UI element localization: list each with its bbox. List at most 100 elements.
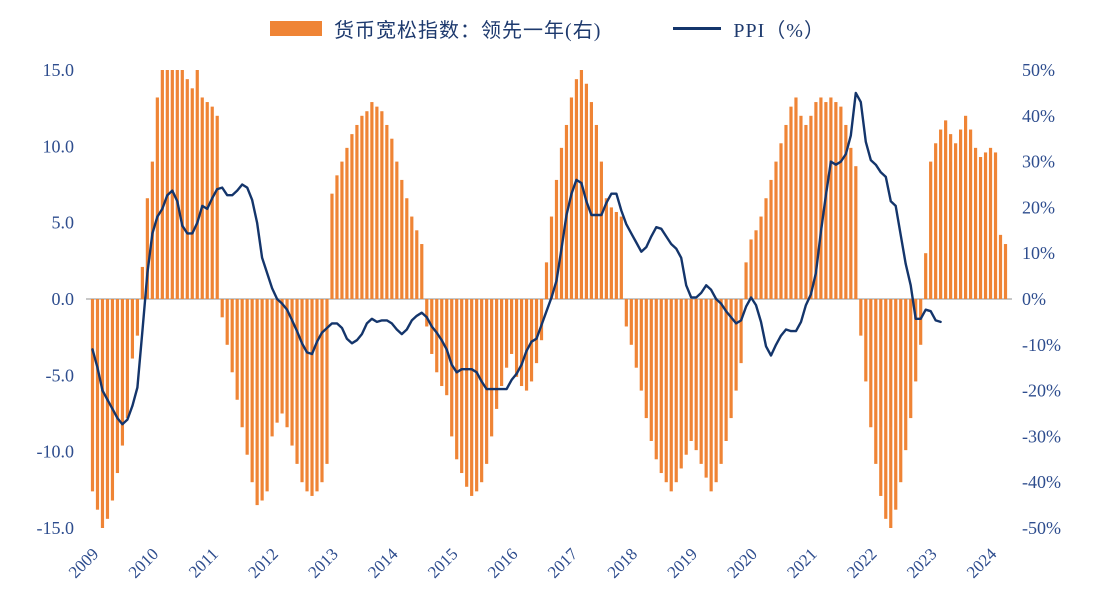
bar bbox=[914, 299, 918, 382]
bar bbox=[554, 179, 559, 299]
chart-legend: 货币宽松指数：领先一年(右) PPI（%） bbox=[0, 14, 1095, 43]
legend-item-easing-index: 货币宽松指数：领先一年(右) bbox=[270, 14, 601, 43]
left-axis-tick-label: 5.0 bbox=[52, 213, 75, 233]
bar bbox=[425, 299, 429, 327]
bar bbox=[899, 299, 903, 483]
bar bbox=[514, 299, 519, 377]
bar bbox=[739, 299, 743, 364]
right-axis-tick-label: -40% bbox=[1022, 472, 1061, 492]
bar bbox=[140, 266, 144, 299]
right-axis-tick-label: 10% bbox=[1022, 243, 1055, 263]
bar bbox=[719, 299, 723, 464]
bar bbox=[100, 299, 105, 528]
bar bbox=[410, 216, 414, 299]
bar bbox=[834, 102, 838, 299]
bar bbox=[95, 299, 100, 510]
legend-label-ppi: PPI（%） bbox=[733, 20, 825, 42]
right-axis-tick-label: 50% bbox=[1022, 60, 1055, 80]
bar bbox=[619, 216, 623, 299]
bar bbox=[110, 299, 115, 501]
bar bbox=[155, 97, 159, 299]
bar bbox=[659, 299, 663, 474]
bar bbox=[769, 179, 773, 299]
bar bbox=[549, 216, 554, 299]
bar bbox=[959, 129, 963, 299]
bar bbox=[534, 299, 539, 364]
x-axis-tick-label: 2024 bbox=[963, 544, 1001, 582]
bar bbox=[983, 152, 988, 299]
left-axis-tick-label: 10.0 bbox=[43, 136, 75, 156]
bar bbox=[470, 299, 474, 496]
bar bbox=[180, 70, 184, 299]
bar bbox=[370, 102, 374, 299]
legend-bar-swatch-icon bbox=[270, 21, 323, 36]
bar bbox=[799, 115, 803, 299]
bar bbox=[90, 299, 95, 492]
right-axis-tick-label: -50% bbox=[1022, 518, 1061, 538]
left-axis-tick-label: 0.0 bbox=[52, 289, 75, 309]
bar bbox=[874, 299, 878, 464]
x-axis-tick-label: 2012 bbox=[244, 544, 281, 581]
bar bbox=[190, 88, 194, 299]
bar bbox=[789, 106, 793, 299]
bar bbox=[310, 299, 314, 496]
bar bbox=[709, 299, 713, 492]
bar bbox=[854, 166, 858, 299]
bar bbox=[265, 299, 269, 492]
bar bbox=[450, 299, 454, 437]
x-axis-tick-label: 2013 bbox=[304, 544, 341, 581]
bar bbox=[230, 299, 234, 373]
right-axis-tick-label: 0% bbox=[1022, 289, 1046, 309]
x-axis-tick-label: 2022 bbox=[843, 544, 880, 581]
bar bbox=[729, 299, 733, 419]
bar bbox=[669, 299, 673, 492]
bar bbox=[794, 97, 798, 299]
bar bbox=[240, 299, 244, 428]
bar bbox=[624, 299, 628, 327]
bar bbox=[390, 138, 394, 299]
bar bbox=[774, 161, 778, 299]
bar bbox=[699, 299, 703, 464]
bar bbox=[255, 299, 259, 506]
bar bbox=[475, 299, 479, 492]
right-axis-tick-label: 40% bbox=[1022, 106, 1055, 126]
bar bbox=[964, 115, 968, 299]
bar bbox=[759, 216, 763, 299]
bar bbox=[130, 299, 134, 359]
bar bbox=[609, 207, 613, 299]
bar bbox=[270, 299, 274, 437]
bar bbox=[335, 175, 339, 299]
bar bbox=[649, 299, 653, 441]
bar bbox=[749, 239, 753, 299]
bar bbox=[195, 70, 199, 299]
bar bbox=[804, 124, 808, 300]
bar bbox=[993, 152, 998, 299]
bar bbox=[814, 102, 818, 299]
bar bbox=[220, 299, 224, 318]
bar bbox=[215, 115, 219, 299]
bar bbox=[395, 161, 399, 299]
bar bbox=[779, 143, 783, 299]
bar bbox=[505, 299, 509, 368]
bar bbox=[754, 230, 758, 299]
bar bbox=[724, 299, 728, 441]
bar bbox=[295, 299, 299, 464]
bar bbox=[919, 299, 923, 345]
right-axis-tick-label: 20% bbox=[1022, 197, 1055, 217]
bar bbox=[175, 70, 179, 299]
bar bbox=[864, 299, 868, 382]
bar bbox=[968, 129, 973, 299]
bar bbox=[205, 102, 209, 299]
ppi-line bbox=[91, 91, 942, 426]
bar bbox=[490, 299, 494, 437]
bar bbox=[644, 299, 648, 419]
bar bbox=[859, 299, 863, 336]
bar bbox=[135, 299, 139, 336]
bar bbox=[290, 299, 294, 446]
x-axis-tick-label: 2017 bbox=[544, 544, 582, 582]
bar bbox=[260, 299, 264, 501]
left-axis-tick-label: 15.0 bbox=[43, 60, 75, 80]
bar bbox=[544, 262, 549, 299]
x-axis-tick-label: 2009 bbox=[65, 544, 102, 581]
